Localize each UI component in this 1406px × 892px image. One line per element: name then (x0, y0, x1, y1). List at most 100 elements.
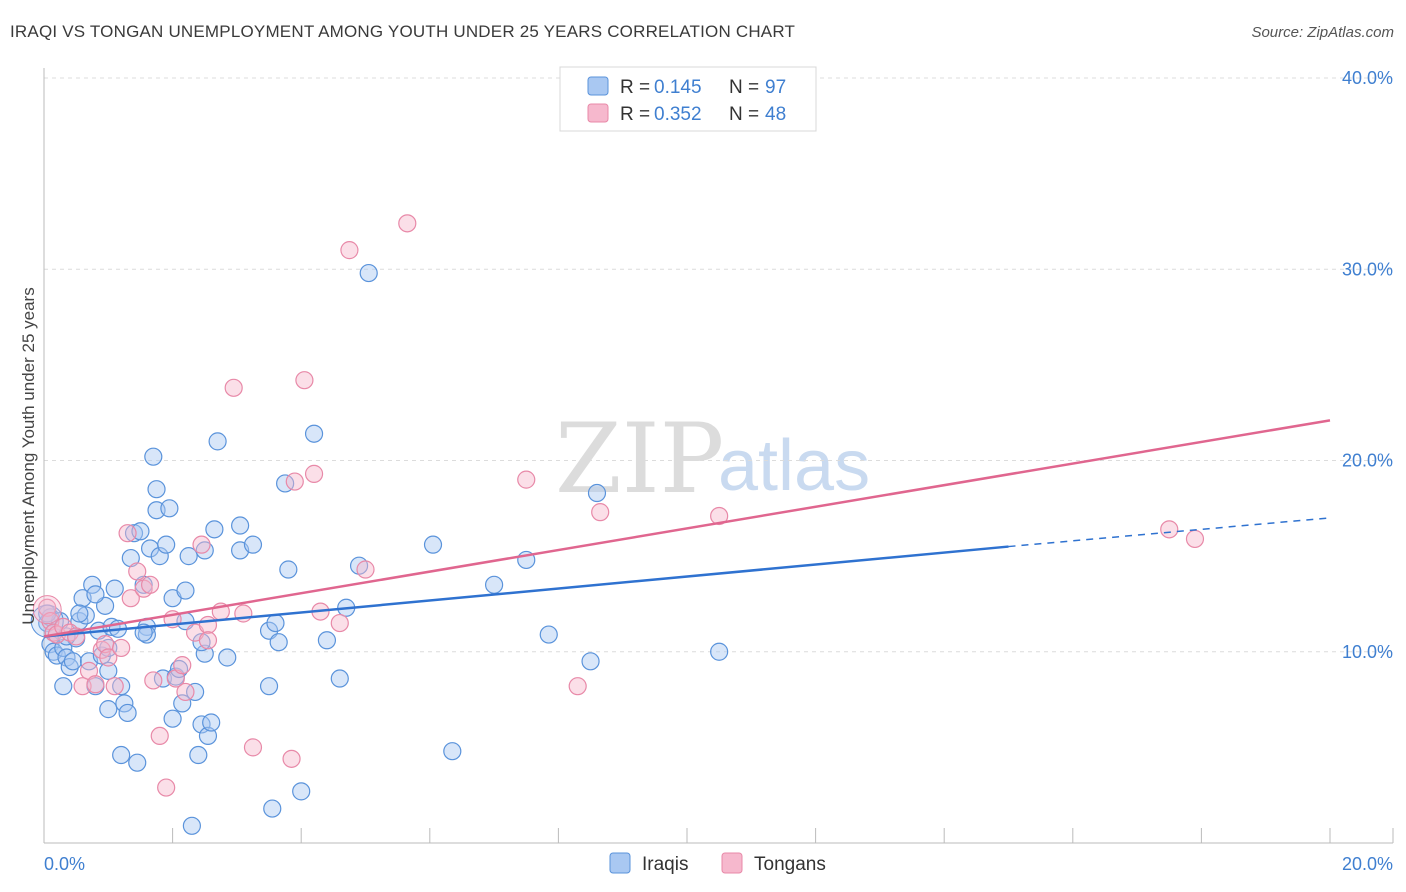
iraqi-point (259, 677, 279, 696)
y-tick-label: 10.0% (1342, 642, 1393, 662)
tongan-point (710, 506, 729, 526)
tongan-point (140, 575, 160, 594)
iraqi-point (231, 516, 250, 535)
iraqi-point (304, 424, 324, 443)
iraqi-point (105, 579, 124, 598)
tongan-point (112, 638, 131, 658)
legend-swatch-tongans (587, 103, 609, 123)
tongan-point (121, 589, 140, 608)
iraqi-point (157, 535, 176, 554)
tongan-point (105, 677, 124, 696)
tongan-point (568, 677, 587, 696)
tongan-point (118, 524, 137, 543)
x-tick-label: 20.0% (1342, 854, 1393, 874)
tongan-point (150, 726, 169, 746)
iraqi-point (173, 694, 192, 713)
legend-n-value-tongans: 48 (765, 104, 786, 125)
iraqi-point (128, 753, 147, 772)
iraqi-point (263, 799, 282, 818)
tongan-point (173, 656, 192, 675)
y-tick-label: 40.0% (1342, 68, 1393, 88)
iraqi-point (147, 480, 166, 499)
iraqi-point (423, 535, 443, 554)
iraqi-point (208, 432, 227, 451)
top-legend: R = 0.145 N = 97 R = 0.352 N = 48 (559, 66, 817, 132)
bottom-legend-tongans: Tongans (754, 854, 826, 875)
bottom-legend-swatch-iraqis (609, 852, 631, 874)
y-tick-label: 20.0% (1342, 451, 1393, 471)
iraqi-point (63, 652, 83, 671)
y-axis-label: Unemployment Among Youth under 25 years (19, 287, 38, 624)
iraqis-trend-extension (1008, 517, 1331, 548)
tongan-point (144, 671, 163, 690)
iraqi-point (124, 524, 144, 543)
iraqi-point (160, 499, 179, 518)
x-tick-label: 0.0% (44, 854, 85, 874)
legend-n-label-2: N = (729, 104, 759, 125)
iraqi-point (359, 263, 378, 283)
iraqi-point (76, 606, 95, 625)
iraqi-point (112, 745, 131, 765)
tongans-trend-line (43, 419, 1331, 638)
tongan-point-cluster (32, 595, 62, 625)
iraqi-point (112, 677, 131, 696)
trend-lines (43, 419, 1331, 638)
tongan-point (295, 371, 314, 390)
iraqi-point (86, 585, 105, 604)
tongan-point (38, 598, 57, 617)
iraqi-point (710, 642, 729, 661)
iraqi-point (60, 657, 79, 677)
iraqi-point (279, 560, 298, 579)
tongan-point (330, 613, 349, 633)
tongan-point (243, 738, 263, 757)
tongan-point (398, 214, 417, 233)
bottom-legend: Iraqis Tongans (609, 852, 826, 875)
iraqi-point (269, 633, 288, 652)
gridlines (44, 77, 1393, 653)
legend-n-value-iraqis: 97 (765, 77, 786, 98)
tongan-point (304, 464, 324, 483)
iraqi-point (587, 483, 607, 503)
y-tick-label: 30.0% (1342, 259, 1393, 279)
iraqi-point (163, 709, 182, 728)
iraqi-point (539, 625, 558, 644)
iraqi-point (218, 648, 237, 667)
iraqi-point (443, 742, 462, 761)
iraqi-point (176, 581, 195, 600)
iraqi-point (317, 631, 337, 650)
iraqi-point (54, 677, 73, 696)
iraqi-point (99, 700, 118, 719)
legend-r-value-iraqis: 0.145 (654, 77, 702, 98)
watermark-atlas: atlas (718, 426, 870, 506)
axes (43, 68, 1394, 844)
iraqi-point (192, 633, 211, 652)
tongan-point (1160, 520, 1179, 539)
legend-n-label-1: N = (729, 77, 759, 98)
legend-r-label-2: R = (620, 104, 650, 125)
legend-swatch-iraqis (587, 76, 609, 96)
iraqi-point (144, 447, 163, 466)
iraqi-point (118, 703, 137, 723)
tongan-point (176, 682, 195, 702)
bottom-legend-swatch-tongans (721, 852, 743, 874)
tongan-point (285, 472, 304, 491)
iraqis-points (30, 263, 729, 835)
source-label: Source: ZipAtlas.com (1251, 24, 1394, 41)
iraqi-point (179, 547, 198, 566)
tick-labels: 10.0% 20.0% 30.0% 40.0% 0.0% 20.0% (44, 68, 1393, 874)
tongan-point (198, 631, 218, 650)
iraqi-point (330, 669, 349, 688)
iraqi-point (243, 535, 263, 554)
tongan-point (157, 778, 176, 797)
legend-r-value-tongans: 0.352 (654, 104, 702, 125)
tongan-point (517, 470, 536, 489)
iraqi-point (266, 613, 285, 633)
tongan-point (282, 749, 301, 768)
tongan-point (356, 560, 375, 579)
bottom-legend-iraqis: Iraqis (642, 854, 688, 875)
iraqi-point (99, 661, 118, 680)
watermark-zip: ZIP (555, 403, 724, 515)
iraqi-point (581, 652, 600, 671)
iraqi-point (195, 541, 214, 560)
